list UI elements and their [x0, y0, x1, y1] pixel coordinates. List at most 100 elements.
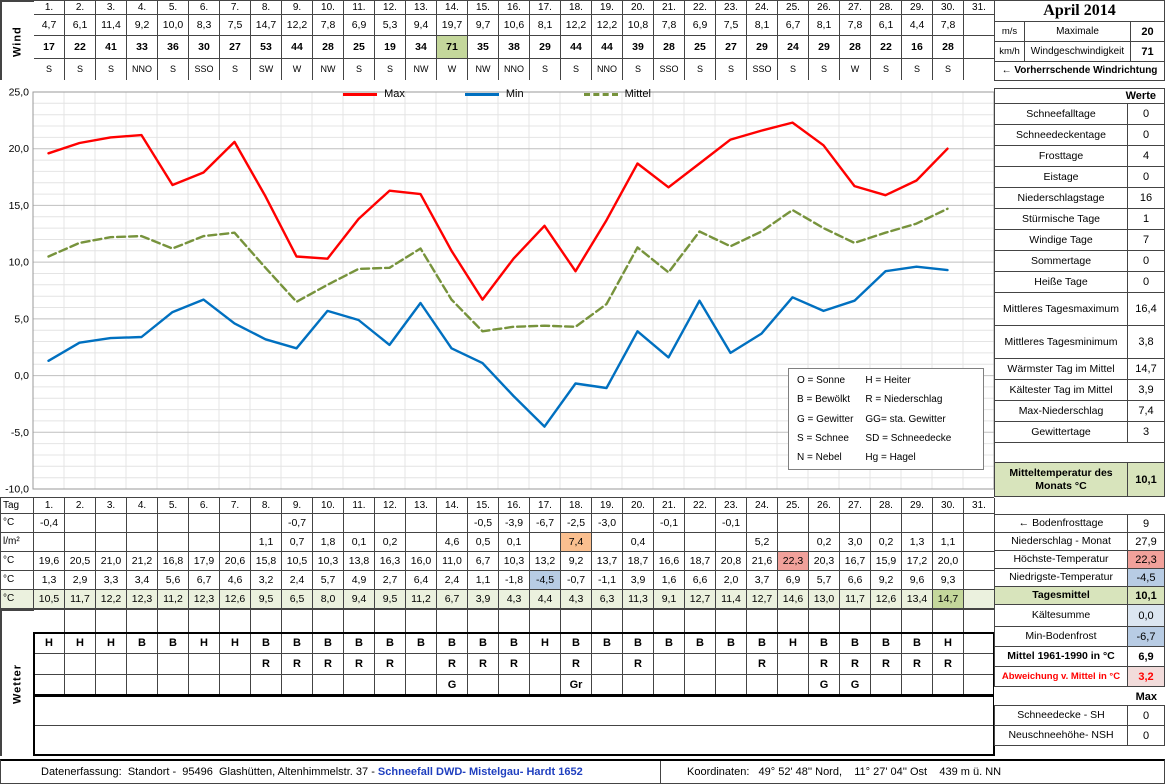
- stat-value[interactable]: 0: [1142, 255, 1150, 267]
- bodenfrost-cell[interactable]: [840, 514, 871, 533]
- weather-sky-cell[interactable]: B: [685, 633, 716, 654]
- tmin-cell[interactable]: 9,6: [902, 571, 933, 590]
- weather-sky-cell[interactable]: H: [933, 633, 964, 654]
- weather-gewitter-cell[interactable]: [933, 675, 964, 696]
- max-wind-ms-value[interactable]: 20: [1130, 22, 1164, 41]
- tmittel-cell[interactable]: 9,1: [654, 590, 685, 609]
- weather-gewitter-cell[interactable]: [406, 675, 437, 696]
- weather-sky-cell[interactable]: B: [623, 633, 654, 654]
- summary-value[interactable]: 22,3: [1128, 551, 1164, 568]
- tmax-cell[interactable]: 21,6: [747, 552, 778, 571]
- wind-dir-cell[interactable]: S: [685, 59, 716, 81]
- weather-gewitter-cell[interactable]: [65, 675, 96, 696]
- empty-cell[interactable]: [468, 610, 499, 633]
- precip-cell[interactable]: [964, 533, 995, 552]
- tmittel-cell[interactable]: 12,6: [871, 590, 902, 609]
- precip-cell[interactable]: [778, 533, 809, 552]
- bodenfrost-cell[interactable]: [158, 514, 189, 533]
- weather-sky-cell[interactable]: B: [158, 633, 189, 654]
- weather-rain-cell[interactable]: R: [623, 654, 654, 675]
- wind-dir-cell[interactable]: SSO: [189, 59, 220, 81]
- wind-ms-cell[interactable]: 6,7: [778, 15, 809, 36]
- wind-ms-cell[interactable]: 8,1: [747, 15, 778, 36]
- weather-gewitter-cell[interactable]: [251, 675, 282, 696]
- weather-gewitter-cell[interactable]: [499, 675, 530, 696]
- empty-cell[interactable]: [313, 610, 344, 633]
- precip-cell[interactable]: 0,1: [499, 533, 530, 552]
- bodenfrost-cell[interactable]: -3,9: [499, 514, 530, 533]
- tmin-cell[interactable]: 2,9: [65, 571, 96, 590]
- tmittel-cell[interactable]: 11,4: [716, 590, 747, 609]
- weather-gewitter-cell[interactable]: G: [809, 675, 840, 696]
- weather-sky-cell[interactable]: B: [375, 633, 406, 654]
- empty-cell[interactable]: [189, 610, 220, 633]
- weather-sky-cell[interactable]: H: [189, 633, 220, 654]
- precip-cell[interactable]: 0,7: [282, 533, 313, 552]
- weather-gewitter-cell[interactable]: [623, 675, 654, 696]
- bodenfrost-cell[interactable]: [902, 514, 933, 533]
- precip-cell[interactable]: 1,8: [313, 533, 344, 552]
- weather-sky-cell[interactable]: B: [840, 633, 871, 654]
- stat-value[interactable]: 3,9: [1138, 384, 1154, 396]
- precip-cell[interactable]: 0,1: [344, 533, 375, 552]
- wind-dir-cell[interactable]: NNO: [499, 59, 530, 81]
- wind-kmh-cell[interactable]: 28: [654, 36, 685, 59]
- tmax-cell[interactable]: 16,0: [406, 552, 437, 571]
- weather-gewitter-cell[interactable]: [964, 675, 995, 696]
- weather-sky-cell[interactable]: B: [127, 633, 158, 654]
- weather-rain-cell[interactable]: [964, 654, 995, 675]
- precip-cell[interactable]: [685, 533, 716, 552]
- empty-cell[interactable]: [964, 610, 995, 633]
- wind-ms-cell[interactable]: 7,8: [840, 15, 871, 36]
- weather-sky-cell[interactable]: B: [282, 633, 313, 654]
- precip-cell[interactable]: 1,3: [902, 533, 933, 552]
- stat-value[interactable]: 16: [1139, 192, 1153, 204]
- tmax-cell[interactable]: 16,8: [158, 552, 189, 571]
- tmin-cell[interactable]: 3,2: [251, 571, 282, 590]
- tmax-cell[interactable]: 15,8: [251, 552, 282, 571]
- empty-cell[interactable]: [809, 610, 840, 633]
- stat-value[interactable]: 1: [1142, 213, 1150, 225]
- wind-dir-cell[interactable]: NW: [406, 59, 437, 81]
- wind-ms-cell[interactable]: 9,7: [468, 15, 499, 36]
- stat-value[interactable]: 3: [1142, 426, 1150, 438]
- empty-cell[interactable]: [654, 610, 685, 633]
- empty-cell[interactable]: [158, 610, 189, 633]
- bodenfrost-cell[interactable]: [251, 514, 282, 533]
- bodenfrost-cell[interactable]: -3,0: [592, 514, 623, 533]
- tmittel-cell[interactable]: 12,3: [189, 590, 220, 609]
- weather-rain-cell[interactable]: R: [902, 654, 933, 675]
- weather-gewitter-cell[interactable]: [127, 675, 158, 696]
- wind-ms-cell[interactable]: 14,7: [251, 15, 282, 36]
- wind-dir-cell[interactable]: S: [344, 59, 375, 81]
- precip-cell[interactable]: [34, 533, 65, 552]
- weather-gewitter-cell[interactable]: [654, 675, 685, 696]
- weather-sky-cell[interactable]: H: [34, 633, 65, 654]
- wind-kmh-cell[interactable]: 33: [127, 36, 158, 59]
- bodenfrost-cell[interactable]: [623, 514, 654, 533]
- wind-dir-cell[interactable]: S: [34, 59, 65, 81]
- stat-value[interactable]: 14,7: [1135, 363, 1157, 375]
- empty-cell[interactable]: [592, 610, 623, 633]
- wind-kmh-cell[interactable]: 44: [561, 36, 592, 59]
- wind-ms-cell[interactable]: 10,0: [158, 15, 189, 36]
- empty-cell[interactable]: [437, 610, 468, 633]
- tmittel-cell[interactable]: 12,3: [127, 590, 158, 609]
- bodenfrost-cell[interactable]: [685, 514, 716, 533]
- tmittel-cell[interactable]: 9,5: [375, 590, 406, 609]
- wind-dir-cell[interactable]: W: [437, 59, 468, 81]
- tmin-cell[interactable]: 9,2: [871, 571, 902, 590]
- weather-rain-cell[interactable]: R: [344, 654, 375, 675]
- wind-ms-cell[interactable]: 6,9: [685, 15, 716, 36]
- weather-rain-cell[interactable]: R: [313, 654, 344, 675]
- precip-cell[interactable]: [654, 533, 685, 552]
- tmin-cell[interactable]: 4,9: [344, 571, 375, 590]
- data-source-link-text[interactable]: Schneefall DWD- Mistelgau- Hardt 1652: [377, 766, 583, 778]
- wind-ms-cell[interactable]: 5,3: [375, 15, 406, 36]
- wind-kmh-cell[interactable]: 44: [282, 36, 313, 59]
- wind-ms-cell[interactable]: 7,5: [220, 15, 251, 36]
- weather-gewitter-cell[interactable]: [778, 675, 809, 696]
- wind-dir-cell[interactable]: S: [375, 59, 406, 81]
- tmittel-cell[interactable]: 11,7: [65, 590, 96, 609]
- wind-ms-cell[interactable]: 7,8: [933, 15, 964, 36]
